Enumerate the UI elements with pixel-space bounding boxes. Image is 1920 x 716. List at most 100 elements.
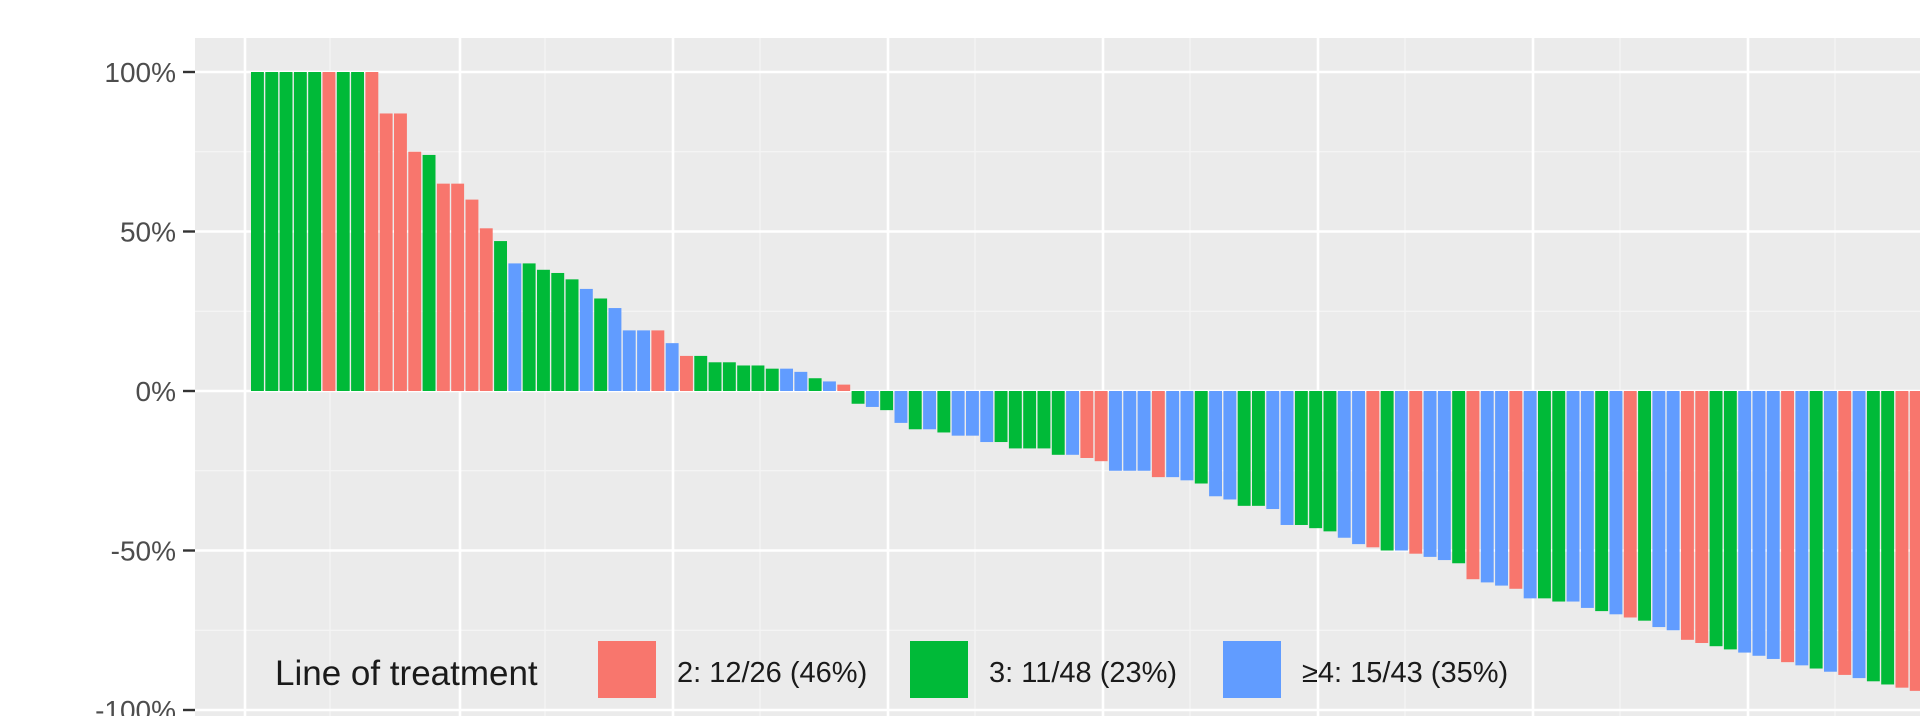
bar-33	[708, 362, 722, 391]
bar-21	[537, 269, 550, 391]
bar-16	[465, 199, 479, 391]
bar-107	[1766, 391, 1780, 659]
bar-93	[1566, 391, 1580, 602]
bar-116	[1895, 391, 1909, 688]
bar-32	[694, 355, 708, 391]
bar-5	[308, 72, 322, 391]
bar-62	[1123, 391, 1137, 471]
y-tick-label: 100%	[104, 57, 176, 88]
bars	[251, 72, 1920, 691]
bar-26	[608, 308, 622, 391]
bar-84	[1437, 391, 1451, 561]
bar-24	[579, 288, 593, 391]
bar-103	[1709, 391, 1723, 647]
bar-77	[1337, 391, 1351, 538]
bar-42	[837, 384, 851, 391]
bar-71	[1252, 391, 1265, 506]
bar-90	[1523, 391, 1537, 599]
bar-31	[680, 355, 693, 391]
bar-100	[1666, 391, 1680, 631]
bar-92	[1552, 391, 1566, 602]
bar-85	[1452, 391, 1466, 564]
bar-53	[994, 391, 1008, 443]
bar-29	[651, 330, 665, 391]
bar-95	[1595, 391, 1609, 612]
bar-83	[1423, 391, 1437, 557]
bar-23	[565, 279, 579, 391]
legend-title: Line of treatment	[275, 654, 538, 693]
bar-47	[908, 391, 922, 430]
bar-112	[1838, 391, 1852, 675]
bar-30	[665, 343, 679, 391]
bar-80	[1380, 391, 1394, 551]
bar-59	[1080, 391, 1094, 458]
bar-113	[1852, 391, 1866, 679]
bar-54	[1008, 391, 1022, 449]
bar-94	[1580, 391, 1594, 608]
bar-79	[1366, 391, 1380, 548]
y-tick-label: -50%	[111, 536, 176, 567]
bar-66	[1180, 391, 1194, 481]
bar-75	[1309, 391, 1323, 529]
bar-22	[551, 272, 565, 391]
bar-37	[765, 368, 779, 391]
bar-44	[865, 391, 879, 407]
bar-89	[1509, 391, 1523, 589]
bar-35	[737, 365, 751, 391]
bar-106	[1752, 391, 1766, 656]
bar-46	[894, 391, 908, 423]
bar-105	[1738, 391, 1752, 653]
bar-7	[336, 72, 350, 391]
bar-110	[1809, 391, 1823, 669]
bar-87	[1480, 391, 1494, 583]
bar-49	[937, 391, 951, 433]
bar-115	[1881, 391, 1895, 685]
bar-45	[880, 391, 894, 411]
legend-label-2: 2: 12/26 (46%)	[677, 657, 867, 689]
bar-88	[1495, 391, 1508, 586]
bar-72	[1266, 391, 1280, 510]
bar-81	[1395, 391, 1408, 551]
bar-39	[794, 371, 808, 391]
bar-99	[1652, 391, 1666, 628]
bar-102	[1695, 391, 1709, 644]
bar-91	[1538, 391, 1551, 599]
bar-13	[422, 154, 436, 391]
bar-50	[951, 391, 965, 436]
bar-15	[451, 183, 465, 391]
bar-108	[1781, 391, 1794, 663]
bar-20	[522, 263, 536, 391]
bar-96	[1609, 391, 1623, 615]
bar-68	[1209, 391, 1222, 497]
bar-6	[322, 72, 336, 391]
bar-18	[494, 241, 507, 391]
bar-98	[1638, 391, 1651, 621]
legend-key-2	[598, 641, 656, 698]
bar-86	[1466, 391, 1480, 580]
bar-27	[622, 330, 636, 391]
bar-56	[1037, 391, 1051, 449]
bar-40	[808, 378, 822, 391]
y-tick-label: 50%	[120, 217, 176, 248]
bar-101	[1681, 391, 1694, 640]
bar-69	[1223, 391, 1237, 500]
bar-9	[365, 72, 379, 391]
bar-52	[980, 391, 994, 443]
bar-43	[851, 391, 865, 404]
bar-61	[1109, 391, 1122, 471]
bar-17	[479, 228, 493, 391]
bar-60	[1094, 391, 1108, 462]
bar-57	[1051, 391, 1065, 455]
bar-25	[594, 298, 608, 391]
bar-55	[1023, 391, 1037, 449]
bar-114	[1866, 391, 1880, 682]
bar-67	[1194, 391, 1208, 484]
bar-14	[436, 183, 450, 391]
bar-41	[823, 381, 836, 391]
bar-64	[1151, 391, 1165, 478]
bar-97	[1623, 391, 1637, 618]
y-axis: 100% 50% 0% -50% -100%	[95, 57, 195, 716]
y-tick-label: 0%	[136, 376, 176, 407]
bar-38	[780, 368, 793, 391]
bar-65	[1166, 391, 1180, 478]
